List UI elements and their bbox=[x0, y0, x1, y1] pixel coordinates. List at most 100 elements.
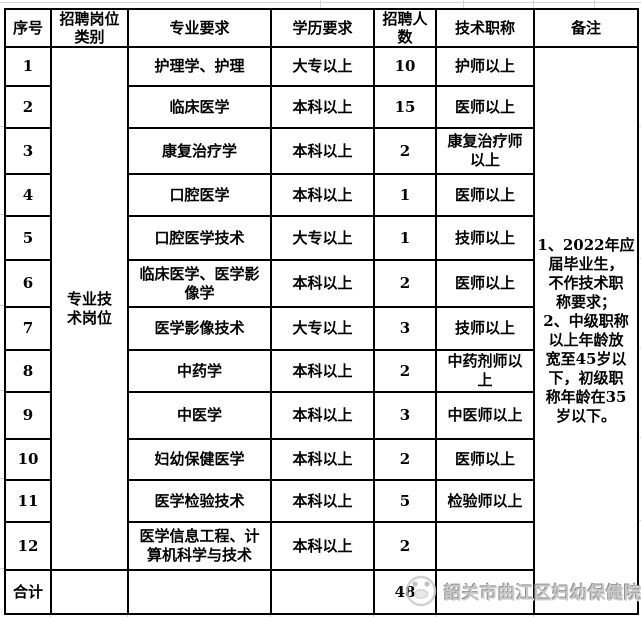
cell-degree: 本科以上 bbox=[270, 391, 375, 440]
cell-serial: 8 bbox=[4, 349, 52, 393]
cell-serial: 11 bbox=[4, 479, 52, 523]
cell-empty bbox=[127, 569, 272, 615]
cell-major: 中医学 bbox=[127, 391, 272, 440]
header-serial: 序号 bbox=[4, 8, 52, 48]
table-row: 12 医学信息工程、计 算机科学与技术 本科以上 2 bbox=[4, 521, 638, 571]
gridline-stub bbox=[127, 612, 128, 617]
cell-degree: 大专以上 bbox=[270, 306, 375, 351]
cell-serial: 4 bbox=[4, 173, 52, 217]
gridline-stub bbox=[637, 520, 641, 521]
table-row: 3 康复治疗学 本科以上 2 康复治疗师 以上 bbox=[4, 127, 638, 175]
header-row: 序号 招聘岗位 类别 专业要求 学历要求 招聘人 数 技术职称 备注 bbox=[4, 8, 639, 48]
table-row: 7 医学影像技术 大专以上 3 技师以上 bbox=[4, 306, 638, 351]
header-remark: 备注 bbox=[533, 8, 639, 48]
cell-serial: 6 bbox=[4, 259, 52, 308]
cell-serial: 12 bbox=[4, 521, 52, 571]
cell-degree: 本科以上 bbox=[270, 85, 375, 129]
gridline-stub bbox=[594, 0, 595, 8]
cell-serial: 2 bbox=[4, 85, 52, 129]
cell-count: 15 bbox=[373, 85, 437, 129]
cell-title: 检验师以上 bbox=[435, 479, 535, 523]
cell-count: 2 bbox=[373, 438, 437, 481]
cell-major: 护理学、护理 bbox=[127, 46, 272, 87]
gridline-stub bbox=[0, 305, 4, 306]
cell-degree: 本科以上 bbox=[270, 349, 375, 393]
cell-title bbox=[435, 521, 535, 571]
cell-serial: 10 bbox=[4, 438, 52, 481]
cell-empty bbox=[50, 569, 129, 615]
header-major: 专业要求 bbox=[127, 8, 272, 48]
cell-major: 医学影像技术 bbox=[127, 306, 272, 351]
cell-major: 康复治疗学 bbox=[127, 127, 272, 175]
cell-degree: 本科以上 bbox=[270, 438, 375, 481]
gridline-stub bbox=[435, 612, 436, 617]
table-row: 5 口腔医学技术 大专以上 1 技师以上 bbox=[4, 215, 638, 261]
cell-major: 医学信息工程、计 算机科学与技术 bbox=[127, 521, 272, 571]
table-row: 2 临床医学 本科以上 15 医师以上 bbox=[4, 85, 638, 129]
table-row: 10 妇幼保健医学 本科以上 2 医师以上 bbox=[4, 438, 638, 481]
cell-title: 康复治疗师 以上 bbox=[435, 127, 535, 175]
table-row: 8 中药学 本科以上 2 中药剂师以 上 bbox=[4, 349, 638, 393]
cell-empty bbox=[270, 569, 375, 615]
cell-degree: 本科以上 bbox=[270, 259, 375, 308]
cell-major: 中药学 bbox=[127, 349, 272, 393]
gridline-stub bbox=[373, 612, 374, 617]
header-title: 技术职称 bbox=[435, 8, 535, 48]
cell-count: 10 bbox=[373, 46, 437, 87]
gridline-stub bbox=[50, 612, 51, 617]
cell-degree: 本科以上 bbox=[270, 173, 375, 217]
cell-title: 医师以上 bbox=[435, 85, 535, 129]
cell-title: 中医师以上 bbox=[435, 391, 535, 440]
cell-count: 3 bbox=[373, 391, 437, 440]
gridline-stub bbox=[0, 214, 4, 215]
gridline-stub bbox=[637, 258, 641, 259]
cell-major: 医学检验技术 bbox=[127, 479, 272, 523]
cell-serial: 3 bbox=[4, 127, 52, 175]
cell-count: 1 bbox=[373, 173, 437, 217]
cell-remark-merged: 1、2022年应 届毕业生， 不作技术职 称要求； 2、中级职称 以上年龄放 宽… bbox=[533, 46, 639, 615]
cell-count: 2 bbox=[373, 349, 437, 393]
cell-serial: 1 bbox=[4, 46, 52, 87]
table-row: 11 医学检验技术 本科以上 5 检验师以上 bbox=[4, 479, 638, 523]
cell-count: 1 bbox=[373, 215, 437, 261]
gridline-stub bbox=[0, 568, 4, 569]
cell-title: 技师以上 bbox=[435, 306, 535, 351]
cell-total-label: 合计 bbox=[4, 569, 52, 615]
cell-count: 2 bbox=[373, 127, 437, 175]
cell-category-merged: 专业技 术岗位 bbox=[50, 46, 129, 571]
header-count: 招聘人 数 bbox=[373, 8, 437, 48]
cell-empty bbox=[435, 569, 535, 615]
cell-major: 妇幼保健医学 bbox=[127, 438, 272, 481]
cell-title: 护师以上 bbox=[435, 46, 535, 87]
gridline-stub bbox=[637, 437, 641, 438]
cell-count: 3 bbox=[373, 306, 437, 351]
gridline-stub bbox=[0, 390, 4, 391]
gridline-stub bbox=[637, 348, 641, 349]
cell-title: 医师以上 bbox=[435, 259, 535, 308]
cell-serial: 9 bbox=[4, 391, 52, 440]
cell-count: 2 bbox=[373, 521, 437, 571]
cell-major: 临床医学、医学影 像学 bbox=[127, 259, 272, 308]
table-row: 4 口腔医学 本科以上 1 医师以上 bbox=[4, 173, 638, 217]
cell-title: 中药剂师以 上 bbox=[435, 349, 535, 393]
gridline-stub bbox=[533, 0, 534, 8]
gridline-stub bbox=[270, 612, 271, 617]
cell-count: 2 bbox=[373, 259, 437, 308]
cell-serial: 7 bbox=[4, 306, 52, 351]
table-row: 1 专业技 术岗位 护理学、护理 大专以上 10 护师以上 1、2022年应 届… bbox=[4, 46, 639, 615]
cell-total-count: 48 bbox=[373, 569, 437, 615]
cell-degree: 大专以上 bbox=[270, 215, 375, 261]
cell-degree: 本科以上 bbox=[270, 479, 375, 523]
gridline-stub bbox=[0, 478, 4, 479]
header-degree: 学历要求 bbox=[270, 8, 375, 48]
table-row: 9 中医学 本科以上 3 中医师以上 bbox=[4, 391, 638, 440]
cell-major: 口腔医学 bbox=[127, 173, 272, 217]
cell-degree: 本科以上 bbox=[270, 521, 375, 571]
gridline-stub bbox=[637, 126, 641, 127]
cell-title: 医师以上 bbox=[435, 173, 535, 217]
cell-title: 医师以上 bbox=[435, 438, 535, 481]
gridline-stub bbox=[533, 612, 534, 617]
header-category: 招聘岗位 类别 bbox=[50, 8, 129, 48]
total-row: 合计 48 bbox=[4, 569, 638, 615]
